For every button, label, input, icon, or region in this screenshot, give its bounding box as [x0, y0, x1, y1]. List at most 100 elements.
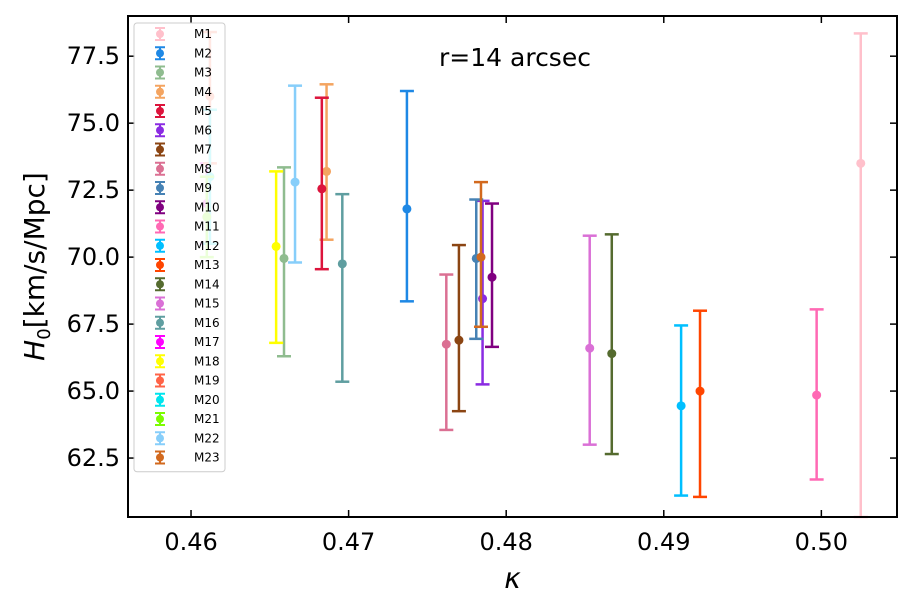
legend-item-m8: M8 — [155, 161, 212, 176]
series-m12 — [674, 324, 689, 497]
legend-marker — [156, 280, 164, 289]
legend-label: M21 — [194, 412, 220, 426]
data-point — [454, 335, 464, 345]
x-axis-label: κ — [504, 562, 521, 595]
legend-item-m13: M13 — [155, 258, 220, 272]
x-tick-label: 0.49 — [637, 528, 690, 556]
data-point — [322, 166, 332, 176]
data-point — [478, 294, 488, 304]
legend-item-m11: M11 — [155, 219, 220, 234]
legend-marker — [156, 395, 164, 404]
data-point — [271, 241, 281, 251]
y-tick-label: 67.5 — [67, 310, 120, 338]
legend-item-m19: M19 — [155, 373, 220, 388]
legend-marker — [156, 241, 164, 250]
y-axis-label-units: [km/s/Mpc] — [18, 172, 51, 328]
y-axis-label-subscript: 0 — [34, 328, 55, 339]
legend-item-m4: M4 — [155, 84, 212, 99]
legend-marker — [156, 49, 164, 58]
legend-label: M2 — [194, 46, 212, 60]
legend-marker — [156, 415, 164, 423]
data-point — [607, 349, 617, 359]
legend-item-m17: M17 — [155, 335, 220, 349]
series-m3 — [277, 166, 292, 358]
legend-marker — [156, 184, 164, 192]
legend-marker — [156, 107, 164, 115]
legend-label: M12 — [194, 239, 220, 253]
legend-item-m22: M22 — [155, 431, 220, 446]
data-point — [441, 339, 451, 349]
x-tick-label: 0.46 — [164, 528, 217, 556]
data-point — [676, 401, 686, 411]
legend-marker — [156, 434, 164, 443]
legend-marker — [156, 376, 164, 385]
y-tick-label: 77.5 — [67, 42, 120, 70]
legend-item-m23: M23 — [155, 450, 220, 465]
series-m10 — [485, 202, 500, 349]
y-tick-label: 72.5 — [67, 176, 120, 204]
data-point — [856, 158, 866, 168]
data-point — [290, 177, 300, 187]
data-point — [279, 253, 289, 263]
data-point — [585, 343, 595, 353]
legend-marker — [156, 126, 164, 135]
series-m16 — [335, 192, 350, 383]
legend-label: M23 — [194, 451, 220, 465]
legend-item-m21: M21 — [155, 412, 220, 426]
data-marks — [199, 30, 868, 519]
legend-marker — [156, 30, 164, 38]
legend-item-m9: M9 — [155, 181, 212, 195]
legend-marker — [156, 87, 164, 96]
legend-label: M14 — [194, 277, 220, 291]
legend-marker — [156, 68, 164, 77]
legend-item-m6: M6 — [155, 123, 212, 138]
series-m18 — [269, 170, 284, 345]
series-m1 — [853, 32, 868, 519]
legend-label: M16 — [194, 316, 220, 330]
legend-label: M22 — [194, 431, 220, 445]
legend-marker — [156, 357, 164, 366]
data-point — [402, 204, 412, 214]
legend-label: M5 — [194, 104, 212, 118]
legend-marker — [156, 299, 164, 308]
x-tick-label: 0.47 — [322, 528, 375, 556]
series-m5 — [314, 96, 329, 271]
legend-item-m2: M2 — [155, 46, 212, 61]
data-point — [476, 252, 486, 262]
data-point — [487, 272, 497, 282]
series-m4 — [319, 83, 334, 241]
legend-marker — [156, 203, 164, 212]
legend-marker — [156, 338, 164, 346]
legend-item-m12: M12 — [155, 238, 220, 253]
series-m7 — [451, 243, 466, 413]
legend-item-m14: M14 — [155, 277, 220, 292]
plot-frame — [127, 15, 898, 518]
legend-label: M18 — [194, 354, 220, 368]
data-point — [337, 259, 347, 269]
legend-item-m20: M20 — [155, 392, 220, 407]
legend-label: M10 — [194, 200, 220, 214]
series-m11 — [809, 308, 824, 481]
legend-item-m15: M15 — [155, 296, 220, 311]
y-tick-label: 65.0 — [67, 377, 120, 405]
legend-label: M6 — [194, 123, 212, 137]
data-point — [317, 184, 327, 194]
legend-label: M15 — [194, 297, 220, 311]
legend-label: M8 — [194, 162, 212, 176]
series-m6 — [475, 199, 490, 386]
legend-label: M3 — [194, 66, 212, 80]
legend-label: M7 — [194, 143, 212, 157]
radius-annotation: r=14 arcsec — [439, 43, 591, 72]
y-axis-label-symbol: H — [18, 340, 51, 361]
legend-label: M11 — [194, 220, 220, 234]
axis-ticks: 0.46 0.47 0.48 0.49 0.50 62.5 65.0 67.5 70.0 72.5… — [67, 16, 897, 556]
legend-label: M13 — [194, 258, 220, 272]
y-tick-label: 75.0 — [67, 109, 120, 137]
series-m15 — [582, 234, 597, 446]
legend-item-m7: M7 — [155, 142, 212, 157]
legend-label: M17 — [194, 335, 220, 349]
data-point — [695, 386, 705, 396]
x-tick-label: 0.50 — [795, 528, 848, 556]
x-tick-label: 0.48 — [479, 528, 532, 556]
legend: M1 M2 M3 M4 M5 M6 M7 M8 M9 M10 M11 M12 M13 M14 M15 M16 M… — [133, 22, 226, 473]
